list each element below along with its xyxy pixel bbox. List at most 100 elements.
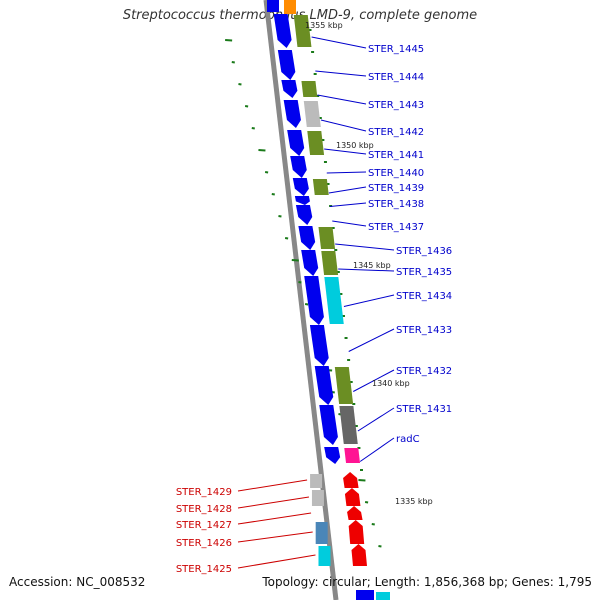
gene-label-leader	[343, 294, 395, 307]
cog-category-block	[315, 522, 328, 544]
gene-label-leader	[320, 119, 367, 132]
forward-gene-arrow	[309, 325, 329, 366]
gene-label-ster-1426: STER_1426	[176, 538, 232, 549]
gene-label-ster-1429: STER_1429	[176, 487, 232, 498]
cog-category-block	[310, 474, 323, 488]
forward-gene-arrow	[295, 205, 313, 225]
gene-label-ster-1439: STER_1439	[368, 183, 424, 194]
reverse-gene-arrow	[348, 520, 365, 544]
scale-tick	[358, 479, 366, 482]
gene-label-leader	[338, 268, 395, 272]
scale-tick	[278, 215, 282, 218]
scale-tick	[364, 501, 369, 504]
gene-label-ster-1433: STER_1433	[396, 325, 452, 336]
scale-label-1335-kbp: 1335 kbp	[395, 497, 433, 506]
gene-label-leader	[317, 94, 367, 105]
cog-category-block	[303, 101, 321, 127]
gene-label-leader	[332, 220, 367, 227]
gene-label-ster-1427: STER_1427	[176, 520, 232, 531]
forward-gene-arrow	[273, 14, 292, 48]
forward-gene-arrow	[283, 100, 301, 128]
gene-label-leader	[357, 407, 395, 432]
cog-category-block	[293, 15, 312, 47]
accession-text: Accession: NC_008532	[9, 575, 146, 589]
scale-tick	[271, 193, 275, 196]
cog-category-block	[324, 277, 344, 324]
scale-label-1345-kbp: 1345 kbp	[353, 261, 391, 270]
forward-gene-arrow	[290, 156, 307, 178]
gene-label-ster-1425: STER_1425	[176, 564, 232, 575]
gene-label-ster-1428: STER_1428	[176, 504, 232, 515]
topology-summary-text: Topology: circular; Length: 1,856,368 bp…	[262, 575, 592, 589]
gene-label-ster-1440: STER_1440	[368, 168, 424, 179]
gene-label-ster-1436: STER_1436	[396, 246, 452, 257]
forward-gene-arrow	[314, 366, 334, 405]
forward-gene-arrow	[277, 50, 296, 80]
scale-tick	[251, 127, 255, 130]
gene-label-ster-1434: STER_1434	[396, 291, 452, 302]
scale-tick	[238, 83, 242, 86]
forward-gene-arrow	[304, 276, 324, 325]
backbone-line	[263, 0, 339, 600]
reverse-gene-arrow	[347, 506, 363, 520]
cog-category-block	[301, 81, 318, 97]
forward-gene-arrow	[324, 447, 341, 464]
scale-label-1355-kbp: 1355 kbp	[305, 21, 343, 30]
gene-label-leader	[237, 531, 313, 543]
reverse-gene-arrow	[343, 472, 359, 488]
scale-label-1350-kbp: 1350 kbp	[336, 141, 374, 150]
gene-label-leader	[315, 70, 367, 77]
scale-tick	[304, 303, 309, 306]
gene-label-ster-1445: STER_1445	[368, 44, 424, 55]
scale-tick	[258, 149, 266, 152]
forward-gene-arrow	[298, 226, 316, 250]
gene-label-leader	[311, 36, 367, 49]
forward-gene-arrow	[294, 196, 310, 205]
gene-label-leader	[329, 202, 367, 207]
cog-category-block	[334, 367, 354, 404]
forward-gene-arrow	[319, 405, 338, 445]
cog-category-block	[339, 406, 358, 444]
scale-tick	[264, 171, 269, 174]
forward-gene-arrow-partial	[356, 590, 374, 600]
gene-label-ster-1432: STER_1432	[396, 366, 452, 377]
forward-gene-arrow	[292, 178, 309, 196]
scale-tick	[298, 281, 302, 284]
scale-tick	[244, 105, 249, 108]
gene-label-leader	[237, 479, 308, 492]
gene-label-leader	[326, 171, 367, 174]
forward-gene-arrow-partial	[267, 0, 279, 12]
gene-label-leader	[359, 437, 395, 462]
reverse-gene-arrow	[351, 544, 367, 566]
gene-label-ster-1435: STER_1435	[396, 267, 452, 278]
gene-label-ster-1438: STER_1438	[368, 199, 424, 210]
gene-label-leader	[353, 369, 395, 392]
forward-gene-arrow	[281, 80, 298, 98]
gene-label-ster-1442: STER_1442	[368, 127, 424, 138]
cog-category-block	[318, 227, 336, 249]
cog-category-block	[312, 179, 329, 195]
cog-category-block	[311, 490, 324, 506]
cog-category-block	[284, 0, 296, 14]
reverse-gene-arrow	[344, 488, 361, 506]
gene-label-ster-1441: STER_1441	[368, 150, 424, 161]
gene-label-leader	[324, 148, 367, 155]
gene-label-ster-1444: STER_1444	[368, 72, 424, 83]
scale-tick	[284, 237, 289, 240]
gene-label-leader	[237, 496, 310, 509]
gene-label-ster-1431: STER_1431	[396, 404, 452, 415]
scale-tick	[231, 61, 235, 64]
cog-category-block	[307, 131, 325, 155]
forward-gene-arrow	[301, 250, 319, 276]
scale-label-1340-kbp: 1340 kbp	[372, 379, 410, 388]
cog-category-block	[321, 251, 339, 275]
gene-label-ster-1443: STER_1443	[368, 100, 424, 111]
scale-tick	[371, 523, 375, 526]
gene-label-radc: radC	[396, 434, 420, 445]
gene-label-leader	[328, 186, 367, 194]
scale-tick	[291, 259, 299, 262]
gene-label-leader	[348, 328, 395, 352]
cog-category-block	[376, 592, 390, 600]
